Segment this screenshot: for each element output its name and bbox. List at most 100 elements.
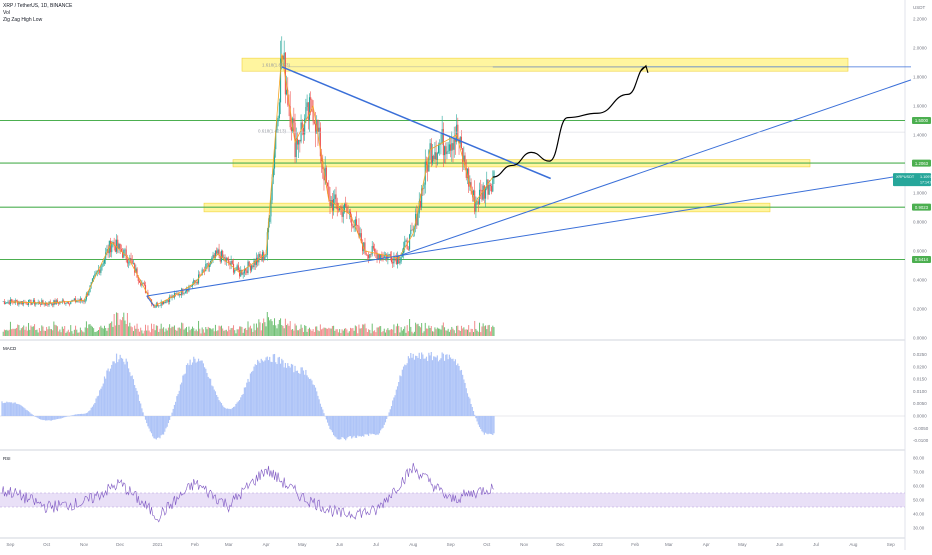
volume-bar — [386, 330, 387, 336]
volume-bar — [390, 330, 391, 336]
macd-histogram-bar — [396, 390, 397, 416]
candle-body — [417, 213, 418, 225]
macd-histogram-bar — [151, 416, 152, 433]
volume-bar — [425, 323, 426, 336]
volume-bar — [196, 329, 197, 336]
macd-histogram-bar — [385, 416, 386, 422]
macd-histogram-bar — [462, 375, 463, 416]
time-axis-label: Aug — [849, 542, 858, 547]
volume-bar — [293, 331, 294, 336]
symbol-title[interactable]: XRP / TetherUS, 1D, BINANCE — [3, 3, 72, 10]
volume-bar — [123, 313, 124, 336]
volume-bar — [398, 326, 399, 336]
volume-bar — [346, 329, 347, 336]
volume-bar — [404, 326, 405, 336]
candle-body — [139, 281, 140, 283]
macd-histogram-bar — [30, 414, 31, 416]
macd-histogram-bar — [156, 416, 157, 439]
macd-histogram-bar — [234, 407, 235, 416]
volume-bar — [5, 330, 6, 336]
candle-body — [38, 302, 39, 303]
candle-body — [424, 185, 425, 189]
volume-bar — [209, 328, 210, 336]
macd-histogram-bar — [83, 414, 84, 416]
volume-indicator-label[interactable]: Vol — [3, 10, 72, 17]
macd-histogram-bar — [259, 363, 260, 416]
volume-bar — [8, 331, 9, 336]
volume-bar — [257, 328, 258, 336]
volume-bar — [368, 329, 369, 336]
macd-histogram-bar — [23, 407, 24, 416]
macd-histogram-bar — [426, 357, 427, 416]
rsi-tick-label: 30.00 — [913, 526, 925, 531]
macd-histogram-bar — [299, 374, 300, 416]
volume-bar — [28, 323, 29, 336]
volume-bar — [296, 325, 297, 336]
volume-bar — [152, 329, 153, 336]
candle-body — [478, 201, 479, 204]
price-tick-label: 0.4000 — [913, 278, 927, 283]
volume-bar — [27, 331, 28, 336]
macd-histogram-bar — [368, 416, 369, 436]
macd-histogram-bar — [174, 405, 175, 416]
volume-bar — [401, 327, 402, 336]
volume-bar — [427, 329, 428, 336]
volume-bar — [36, 330, 37, 336]
candle-body — [368, 255, 369, 258]
macd-histogram-bar — [392, 400, 393, 416]
macd-histogram-bar — [492, 416, 493, 435]
volume-bar — [339, 329, 340, 336]
macd-histogram-bar — [77, 414, 78, 416]
volume-bar — [225, 330, 226, 336]
candle-body — [309, 97, 310, 120]
volume-bar — [380, 326, 381, 336]
candle-body — [442, 129, 443, 143]
macd-histogram-bar — [211, 385, 212, 416]
volume-bar — [479, 323, 480, 336]
candle-body — [6, 302, 7, 303]
macd-histogram-bar — [191, 365, 192, 416]
macd-histogram-bar — [265, 357, 266, 416]
macd-histogram-bar — [56, 416, 57, 419]
macd-histogram-bar — [405, 365, 406, 416]
volume-bar — [97, 331, 98, 336]
macd-histogram-bar — [436, 357, 437, 416]
macd-histogram-bar — [115, 363, 116, 416]
macd-histogram-bar — [413, 354, 414, 416]
macd-histogram-bar — [140, 403, 141, 416]
macd-histogram-bar — [452, 359, 453, 416]
volume-bar — [434, 327, 435, 336]
macd-histogram-bar — [241, 395, 242, 416]
volume-bar — [298, 330, 299, 336]
macd-histogram-bar — [322, 409, 323, 416]
volume-bar — [332, 326, 333, 336]
volume-bar — [454, 330, 455, 336]
volume-bar — [492, 326, 493, 336]
volume-bar — [56, 325, 57, 336]
candle-body — [240, 270, 241, 276]
volume-bar — [68, 330, 69, 336]
volume-bar — [484, 326, 485, 336]
macd-histogram-bar — [468, 397, 469, 416]
volume-bar — [290, 321, 291, 336]
macd-histogram-bar — [444, 361, 445, 416]
volume-bar — [252, 332, 253, 336]
volume-bar — [202, 327, 203, 336]
zigzag-indicator-label[interactable]: Zig Zag High Low — [3, 17, 72, 24]
macd-histogram-bar — [417, 358, 418, 416]
macd-histogram-bar — [74, 415, 75, 416]
macd-histogram-bar — [479, 416, 480, 427]
macd-histogram-bar — [214, 390, 215, 416]
volume-bar — [214, 331, 215, 336]
macd-histogram-bar — [206, 373, 207, 416]
volume-bar — [21, 328, 22, 336]
volume-bar — [238, 329, 239, 336]
macd-histogram-bar — [250, 373, 251, 416]
volume-bar — [419, 326, 420, 336]
candle-body — [342, 207, 343, 217]
candle-body — [128, 263, 129, 264]
volume-bar — [69, 332, 70, 336]
volume-bar — [129, 323, 130, 336]
macd-histogram-bar — [164, 416, 165, 432]
